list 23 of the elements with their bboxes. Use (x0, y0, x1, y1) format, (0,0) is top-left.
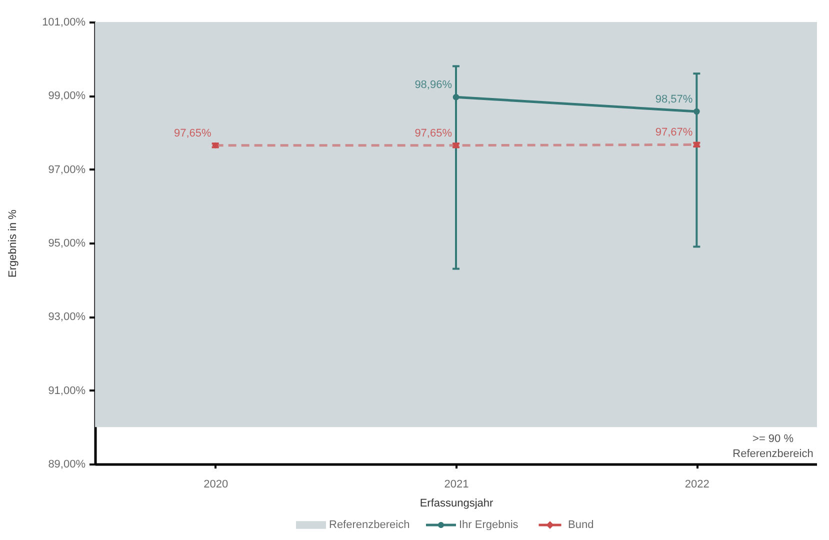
y-tick-label: 99,00% (48, 90, 86, 102)
y-tick-label: 97,00% (48, 164, 86, 176)
data-label: 97,65% (174, 127, 212, 140)
y-tick-label: 101,00% (42, 16, 86, 28)
y-axis-title: Ergebnis in % (7, 209, 20, 278)
x-tick-label: 2022 (684, 478, 710, 490)
y-tick-label: 93,00% (48, 311, 86, 324)
point (694, 108, 700, 115)
x-axis-title: Erfassungsjahr (420, 498, 494, 510)
point (452, 94, 460, 100)
y-tick-label: 89,00% (48, 458, 86, 470)
legend-label: Ihr Ergebnis (459, 519, 519, 531)
data-label: 98,96% (414, 79, 452, 92)
legend-label: Referenzbereich (329, 519, 410, 531)
annotation: >= 90 % Referenzbereich (732, 433, 814, 460)
data-label: 97,67% (655, 126, 693, 139)
data-label: 97,65% (414, 127, 452, 140)
y-tick-label: 95,00% (48, 238, 86, 250)
legend-label: Bund (568, 519, 594, 531)
data-label: 98,57% (655, 94, 693, 106)
y-tick-label: 91,00% (48, 384, 86, 397)
x-tick-label: 2020 (204, 478, 228, 490)
x-tick-label: 2021 (444, 478, 469, 490)
